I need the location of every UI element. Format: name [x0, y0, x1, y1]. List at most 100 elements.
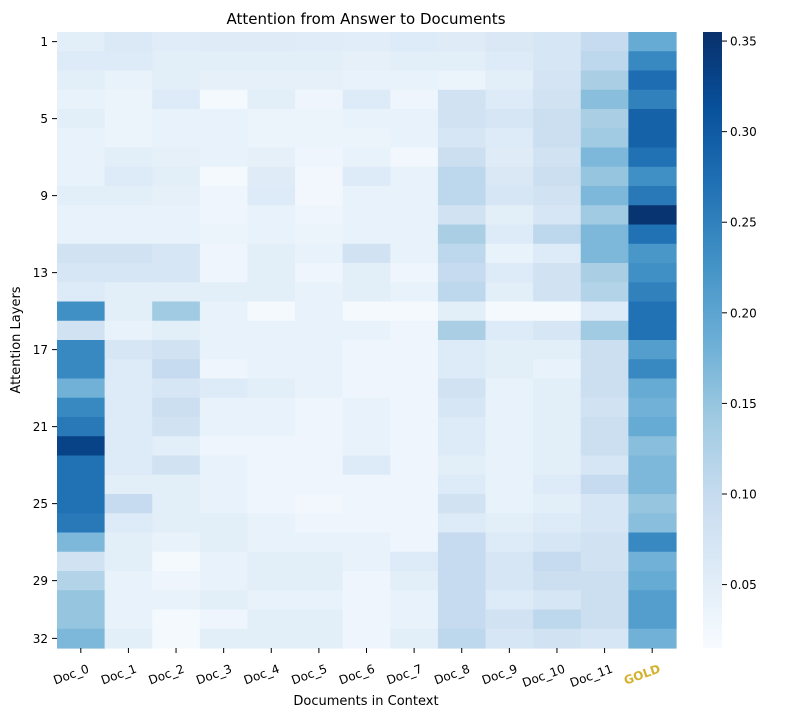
- heatmap-cell: [57, 186, 106, 206]
- heatmap-cell: [152, 494, 201, 514]
- x-tick-label: Doc_7: [385, 662, 424, 688]
- heatmap-cell: [390, 474, 439, 495]
- heatmap-cell: [533, 494, 582, 514]
- heatmap-cell: [437, 609, 487, 630]
- heatmap-cell: [580, 51, 629, 72]
- heatmap-cell: [437, 282, 487, 303]
- heatmap-cell: [580, 436, 629, 457]
- heatmap-cell: [628, 263, 677, 283]
- colorbar-tick-label: 0.20: [730, 306, 757, 320]
- heatmap-cell: [342, 628, 391, 649]
- heatmap-cell: [104, 128, 153, 149]
- heatmap-cell: [437, 474, 487, 495]
- heatmap-cell: [437, 320, 487, 341]
- heatmap-cell: [342, 147, 391, 168]
- heatmap-cell: [295, 70, 344, 91]
- heatmap-cell: [57, 609, 106, 630]
- heatmap-cell: [104, 474, 153, 495]
- heatmap-cell: [485, 70, 534, 91]
- heatmap-cell: [628, 571, 677, 591]
- heatmap-cell: [199, 590, 249, 611]
- heatmap-cell: [580, 397, 629, 418]
- heatmap-cell: [295, 89, 344, 110]
- heatmap-cell: [437, 551, 487, 572]
- heatmap-cell: [199, 494, 249, 514]
- heatmap-cell: [247, 359, 296, 380]
- x-tick-label: Doc_10: [520, 662, 567, 690]
- heatmap-cell: [295, 32, 344, 52]
- y-tick-label: 13: [33, 266, 48, 280]
- heatmap-cell: [533, 109, 582, 129]
- heatmap-cell: [533, 417, 582, 437]
- heatmap-cell: [485, 532, 534, 553]
- heatmap-cell: [295, 263, 344, 283]
- heatmap-cell: [295, 186, 344, 206]
- heatmap-cell: [57, 474, 106, 495]
- heatmap-cell: [199, 147, 249, 168]
- heatmap-cell: [57, 224, 106, 245]
- heatmap-cell: [104, 263, 153, 283]
- heatmap-cell: [390, 147, 439, 168]
- heatmap-cell: [247, 590, 296, 611]
- heatmap-cell: [390, 551, 439, 572]
- heatmap-cell: [57, 320, 106, 341]
- heatmap-cell: [580, 551, 629, 572]
- heatmap-cell: [628, 243, 677, 264]
- heatmap-cell: [485, 359, 534, 380]
- y-tick-label: 32: [33, 632, 48, 646]
- heatmap-cell: [57, 571, 106, 591]
- heatmap-cell: [390, 186, 439, 206]
- heatmap-cell: [580, 224, 629, 245]
- heatmap-cell: [152, 551, 201, 572]
- x-axis-ticks: Doc_0 Doc_1 Doc_2 Doc_3 Doc_4 Doc_5 Doc_6 Doc_7…: [51, 648, 662, 690]
- heatmap-cell: [390, 224, 439, 245]
- y-tick-label: 5: [40, 112, 48, 126]
- heatmap-cell: [437, 590, 487, 611]
- heatmap-cell: [199, 263, 249, 283]
- heatmap-cell: [342, 397, 391, 418]
- heatmap-cell: [295, 340, 344, 360]
- heatmap-cell: [247, 340, 296, 360]
- heatmap-cell: [628, 224, 677, 245]
- heatmap-cell: [485, 109, 534, 129]
- heatmap-cell: [533, 282, 582, 303]
- heatmap-cell: [390, 628, 439, 649]
- heatmap-cell: [580, 609, 629, 630]
- heatmap-cell: [533, 243, 582, 264]
- heatmap-cell: [57, 205, 106, 226]
- heatmap-cell: [295, 609, 344, 630]
- heatmap-cell: [247, 474, 296, 495]
- heatmap-cell: [104, 205, 153, 226]
- heatmap-cell: [247, 513, 296, 534]
- heatmap-cell: [342, 609, 391, 630]
- heatmap-cell: [437, 263, 487, 283]
- heatmap-cell: [533, 340, 582, 360]
- heatmap-cell: [152, 32, 201, 52]
- heatmap-cell: [247, 205, 296, 226]
- heatmap-cell: [104, 532, 153, 553]
- heatmap-cell: [390, 243, 439, 264]
- heatmap-cell: [199, 89, 249, 110]
- heatmap-cell: [533, 436, 582, 457]
- heatmap-cell: [628, 282, 677, 303]
- y-axis-label: Attention Layers: [9, 286, 24, 393]
- heatmap-cell: [247, 609, 296, 630]
- heatmap-cell: [152, 532, 201, 553]
- heatmap-cell: [295, 359, 344, 380]
- heatmap-cell: [152, 590, 201, 611]
- heatmap-cell: [437, 359, 487, 380]
- heatmap-cell: [152, 243, 201, 264]
- heatmap-cell: [342, 436, 391, 457]
- heatmap-cell: [104, 590, 153, 611]
- heatmap-cell: [104, 609, 153, 630]
- heatmap-cell: [628, 89, 677, 110]
- heatmap-cell: [580, 147, 629, 168]
- heatmap-cell: [390, 109, 439, 129]
- heatmap-cell: [390, 89, 439, 110]
- x-tick-label: Doc_5: [290, 662, 329, 688]
- heatmap-cell: [247, 89, 296, 110]
- heatmap-cell: [342, 109, 391, 129]
- heatmap-cell: [390, 436, 439, 457]
- heatmap-cell: [485, 147, 534, 168]
- heatmap-cell: [104, 494, 153, 514]
